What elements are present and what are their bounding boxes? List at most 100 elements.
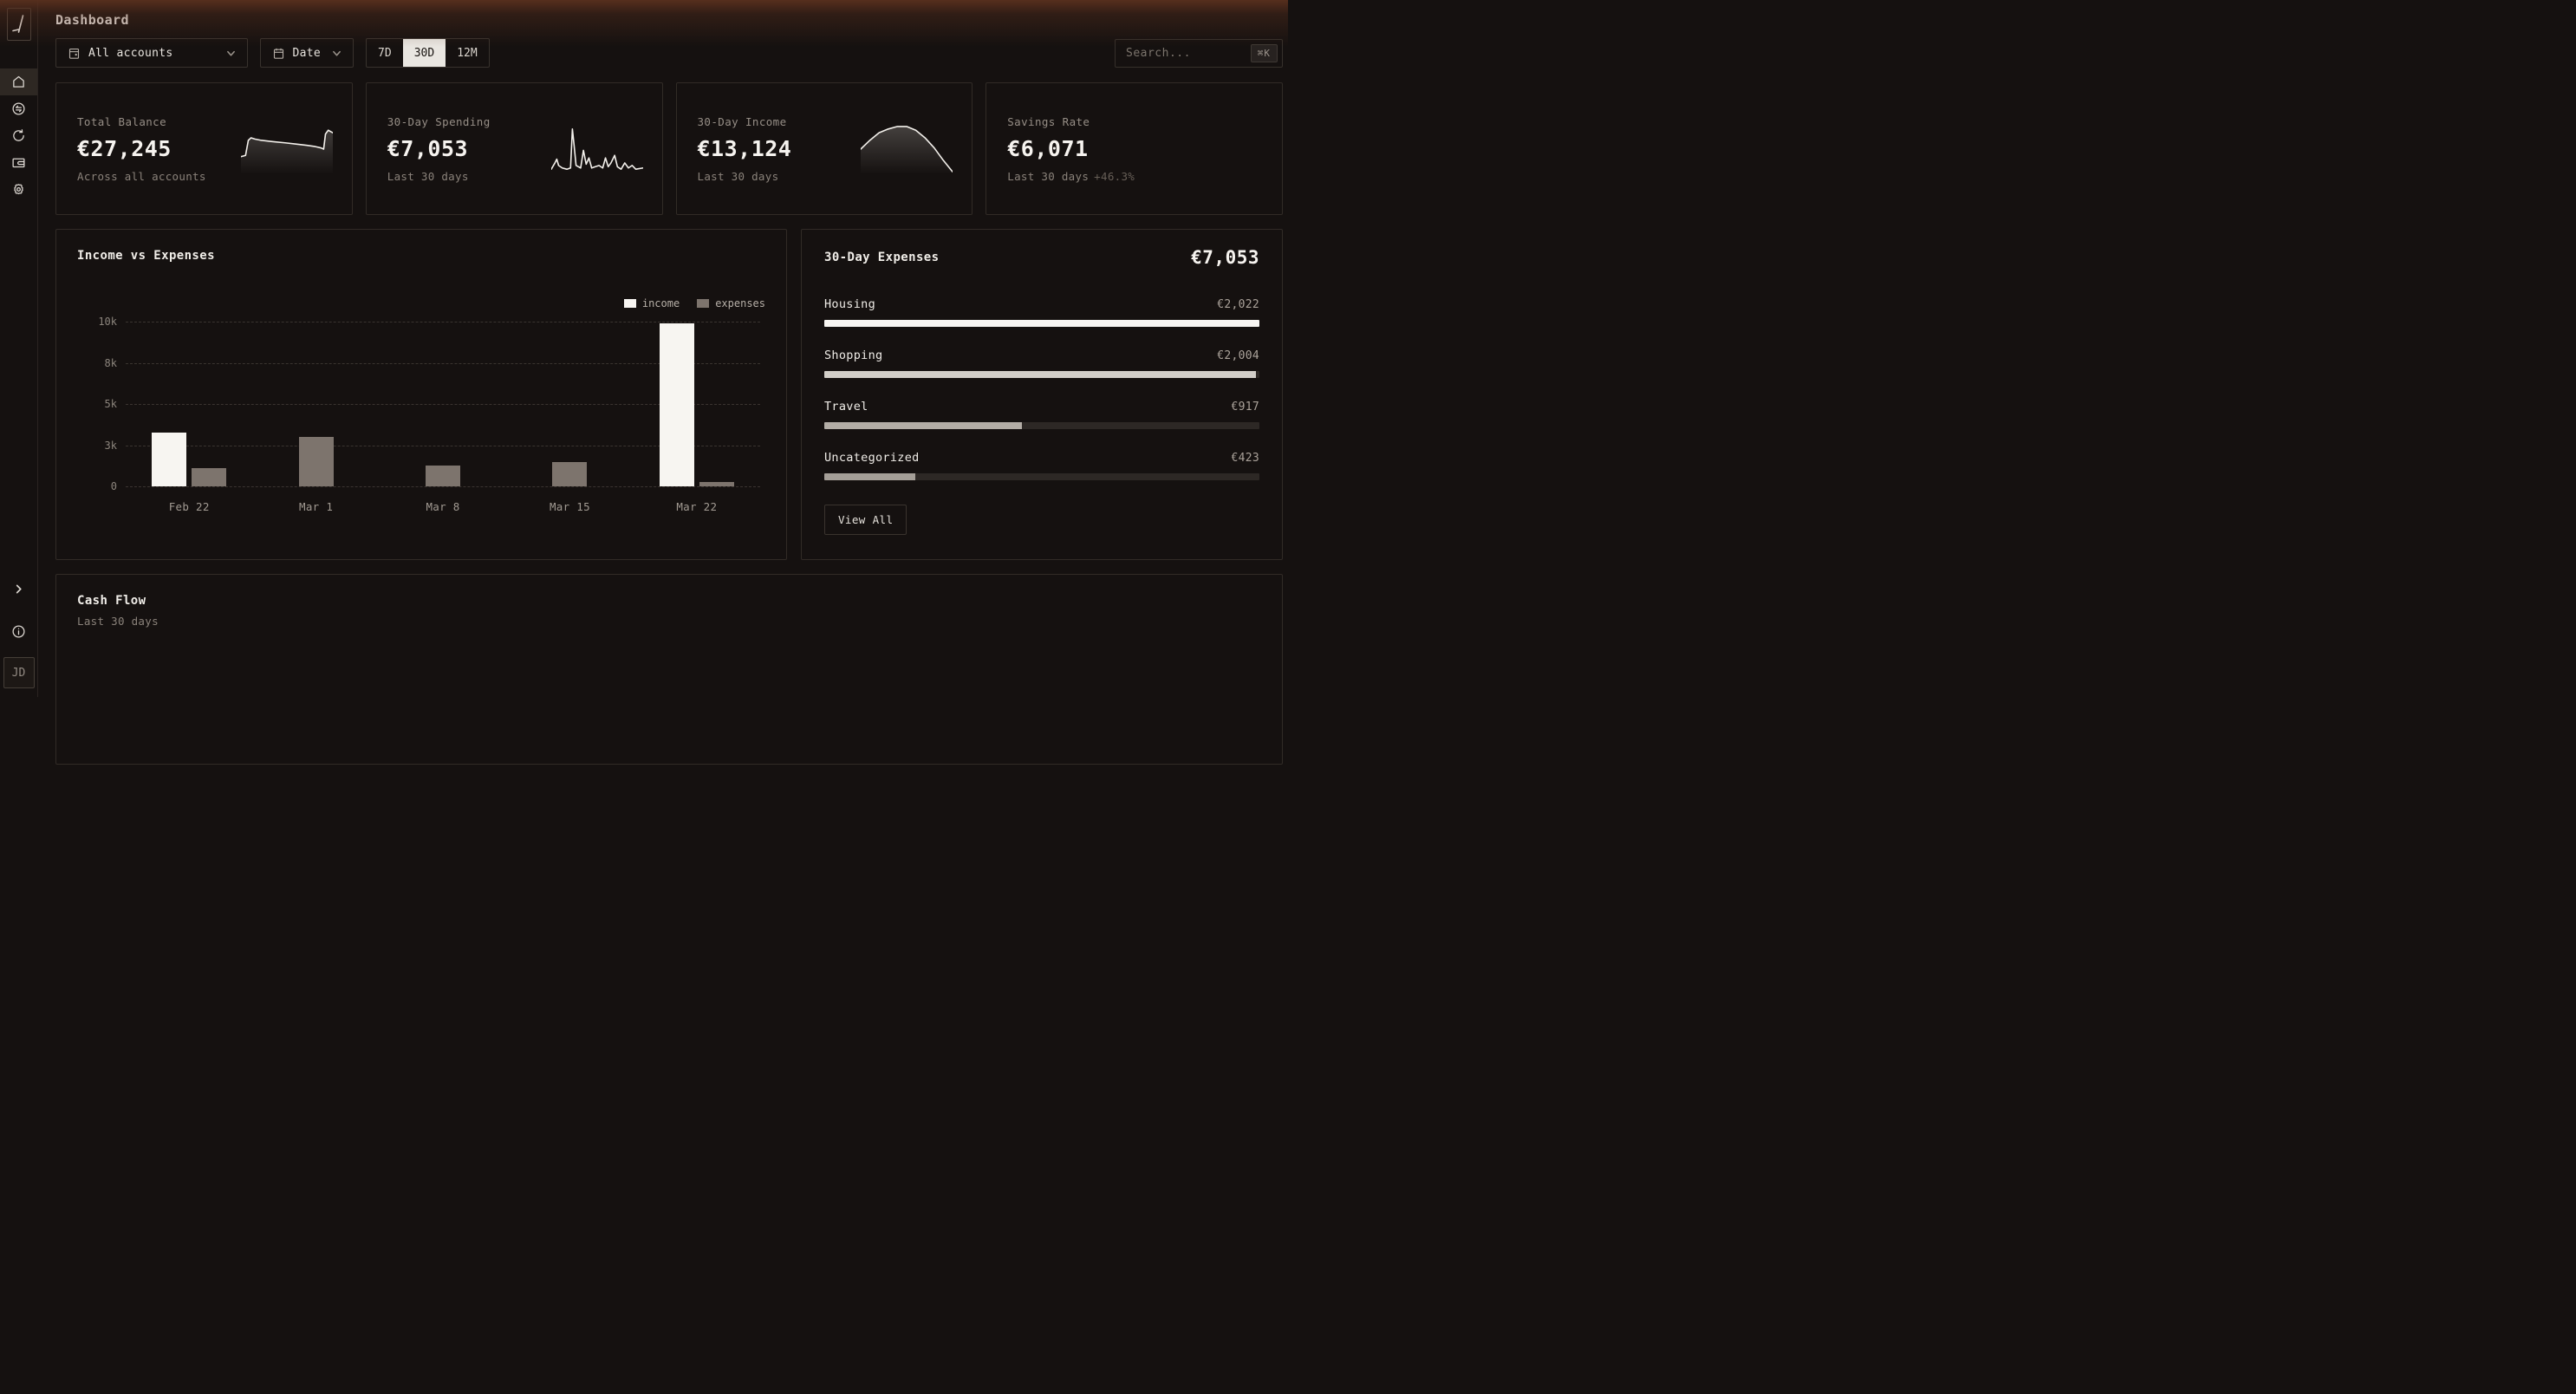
- search-shortcut-badge: ⌘K: [1250, 43, 1278, 62]
- x-tick: Mar 8: [426, 500, 460, 513]
- bar-group: [380, 322, 506, 486]
- category-row-shopping: Shopping €2,004: [824, 348, 1259, 378]
- expenses-bar: [552, 461, 588, 486]
- stat-card-savings-rate: Savings Rate €6,071 Last 30 days +46.3%: [986, 82, 1283, 215]
- gridline: 0: [111, 480, 760, 492]
- category-bar-track: [824, 371, 1259, 378]
- bar-group: [634, 322, 760, 486]
- gear-icon: [14, 184, 23, 195]
- category-bar-fill: [824, 320, 1259, 327]
- category-name: Housing: [824, 297, 875, 311]
- x-tick: Mar 15: [549, 500, 590, 513]
- app-logo[interactable]: [6, 8, 31, 41]
- sidebar-item-settings[interactable]: [0, 176, 37, 203]
- cashflow-area-chart: [56, 686, 1282, 765]
- category-amount: €423: [1231, 452, 1259, 465]
- category-bar-track: [824, 320, 1259, 327]
- range-option-12m[interactable]: 12M: [446, 39, 488, 67]
- sidebar-item-transactions[interactable]: [0, 95, 37, 122]
- sidebar-item-accounts[interactable]: [0, 149, 37, 176]
- accounts-select-label: All accounts: [88, 46, 173, 60]
- category-bar-track: [824, 422, 1259, 429]
- chevron-down-icon: [333, 50, 341, 56]
- chevron-right-icon: [16, 584, 22, 594]
- income-bar: [152, 433, 187, 486]
- bar-plot: [126, 322, 760, 486]
- cashflow-title: Cash Flow: [77, 594, 146, 608]
- search-box[interactable]: ⌘K: [1115, 38, 1283, 68]
- income-bar: [659, 323, 694, 486]
- category-bar-fill: [824, 371, 1256, 378]
- refresh-icon: [13, 129, 24, 141]
- sidebar-bottom: JD: [0, 576, 37, 697]
- cashflow-subtitle: Last 30 days: [77, 615, 159, 628]
- gridline: 8k: [105, 357, 760, 369]
- income-sparkline: [861, 124, 953, 174]
- user-avatar[interactable]: JD: [3, 657, 35, 688]
- sidebar-info-button[interactable]: [0, 618, 37, 645]
- sidebar-item-home[interactable]: [0, 68, 37, 95]
- expenses-title: 30-Day Expenses: [824, 251, 940, 264]
- category-amount: €917: [1231, 401, 1259, 414]
- category-list: Housing €2,022 Shopping €2,004 Travel: [824, 297, 1259, 480]
- chevron-down-icon: [226, 50, 235, 56]
- sidebar-expand-button[interactable]: [0, 576, 37, 603]
- stat-cards-row: Total Balance €27,245 Across all account…: [55, 82, 1283, 215]
- y-tick: 10k: [98, 316, 117, 328]
- stat-card-income: 30-Day Income €13,124 Last 30 days: [675, 82, 973, 215]
- chart-legend: income expenses: [77, 297, 765, 309]
- category-row-travel: Travel €917: [824, 400, 1259, 429]
- x-tick: Feb 22: [168, 500, 210, 513]
- legend-income: income: [623, 297, 680, 309]
- y-tick: 0: [110, 480, 117, 492]
- page-title: Dashboard: [55, 12, 129, 28]
- card-subtitle: Across all accounts: [77, 169, 206, 183]
- cashflow-panel: Cash Flow Last 30 days: [55, 574, 1283, 765]
- view-all-button[interactable]: View All: [824, 505, 907, 535]
- transfer-circle-icon: [12, 102, 25, 115]
- stat-card-total-balance: Total Balance €27,245 Across all account…: [55, 82, 353, 215]
- expenses-bar: [699, 482, 734, 486]
- y-tick: 8k: [104, 356, 117, 369]
- search-input[interactable]: [1126, 46, 1251, 60]
- x-tick: Mar 1: [299, 500, 334, 513]
- card-label: 30-Day Income: [697, 114, 787, 128]
- x-axis-labels: Feb 22 Mar 1 Mar 8 Mar 15 Mar 22: [126, 500, 760, 513]
- date-select-label: Date: [292, 46, 322, 60]
- card-label: Total Balance: [77, 114, 167, 128]
- range-option-7d[interactable]: 7D: [367, 39, 403, 67]
- card-label: 30-Day Spending: [387, 114, 491, 128]
- income-swatch: [623, 299, 636, 308]
- expenses-bar: [426, 466, 461, 486]
- expenses-swatch: [697, 299, 710, 308]
- date-select[interactable]: Date: [259, 38, 355, 68]
- wallet-icon: [12, 158, 25, 168]
- card-value: €27,245: [77, 135, 172, 161]
- brand-mark-icon: [11, 15, 23, 33]
- card-subtitle: Last 30 days: [387, 169, 469, 183]
- range-segmented-control: 7D 30D 12M: [366, 38, 490, 68]
- income-vs-expenses-panel: Income vs Expenses income expenses 10k 8…: [55, 229, 787, 560]
- card-value: €6,071: [1007, 135, 1089, 161]
- card-label: Savings Rate: [1007, 114, 1090, 128]
- category-row-uncategorized: Uncategorized €423: [824, 451, 1259, 480]
- category-bar-fill: [824, 473, 916, 480]
- category-row-housing: Housing €2,022: [824, 297, 1259, 327]
- spending-sparkline: [551, 124, 643, 174]
- card-value: €13,124: [697, 135, 792, 161]
- sidebar-item-recurring[interactable]: [0, 122, 37, 149]
- bar-group: [126, 322, 252, 486]
- expenses-bar: [298, 437, 334, 486]
- chart-title: Income vs Expenses: [77, 249, 215, 263]
- card-subtitle: Last 30 days +46.3%: [1007, 169, 1135, 183]
- bar-group: [252, 322, 379, 486]
- middle-row: Income vs Expenses income expenses 10k 8…: [55, 229, 1283, 560]
- sidebar: JD: [0, 0, 38, 697]
- card-subtitle: Last 30 days: [697, 169, 779, 183]
- accounts-select[interactable]: All accounts: [55, 38, 248, 68]
- wallet-small-icon: [68, 48, 80, 59]
- range-option-30d[interactable]: 30D: [402, 39, 446, 67]
- y-tick: 5k: [104, 398, 117, 410]
- sidebar-nav: [0, 68, 37, 203]
- balance-sparkline: [240, 124, 333, 174]
